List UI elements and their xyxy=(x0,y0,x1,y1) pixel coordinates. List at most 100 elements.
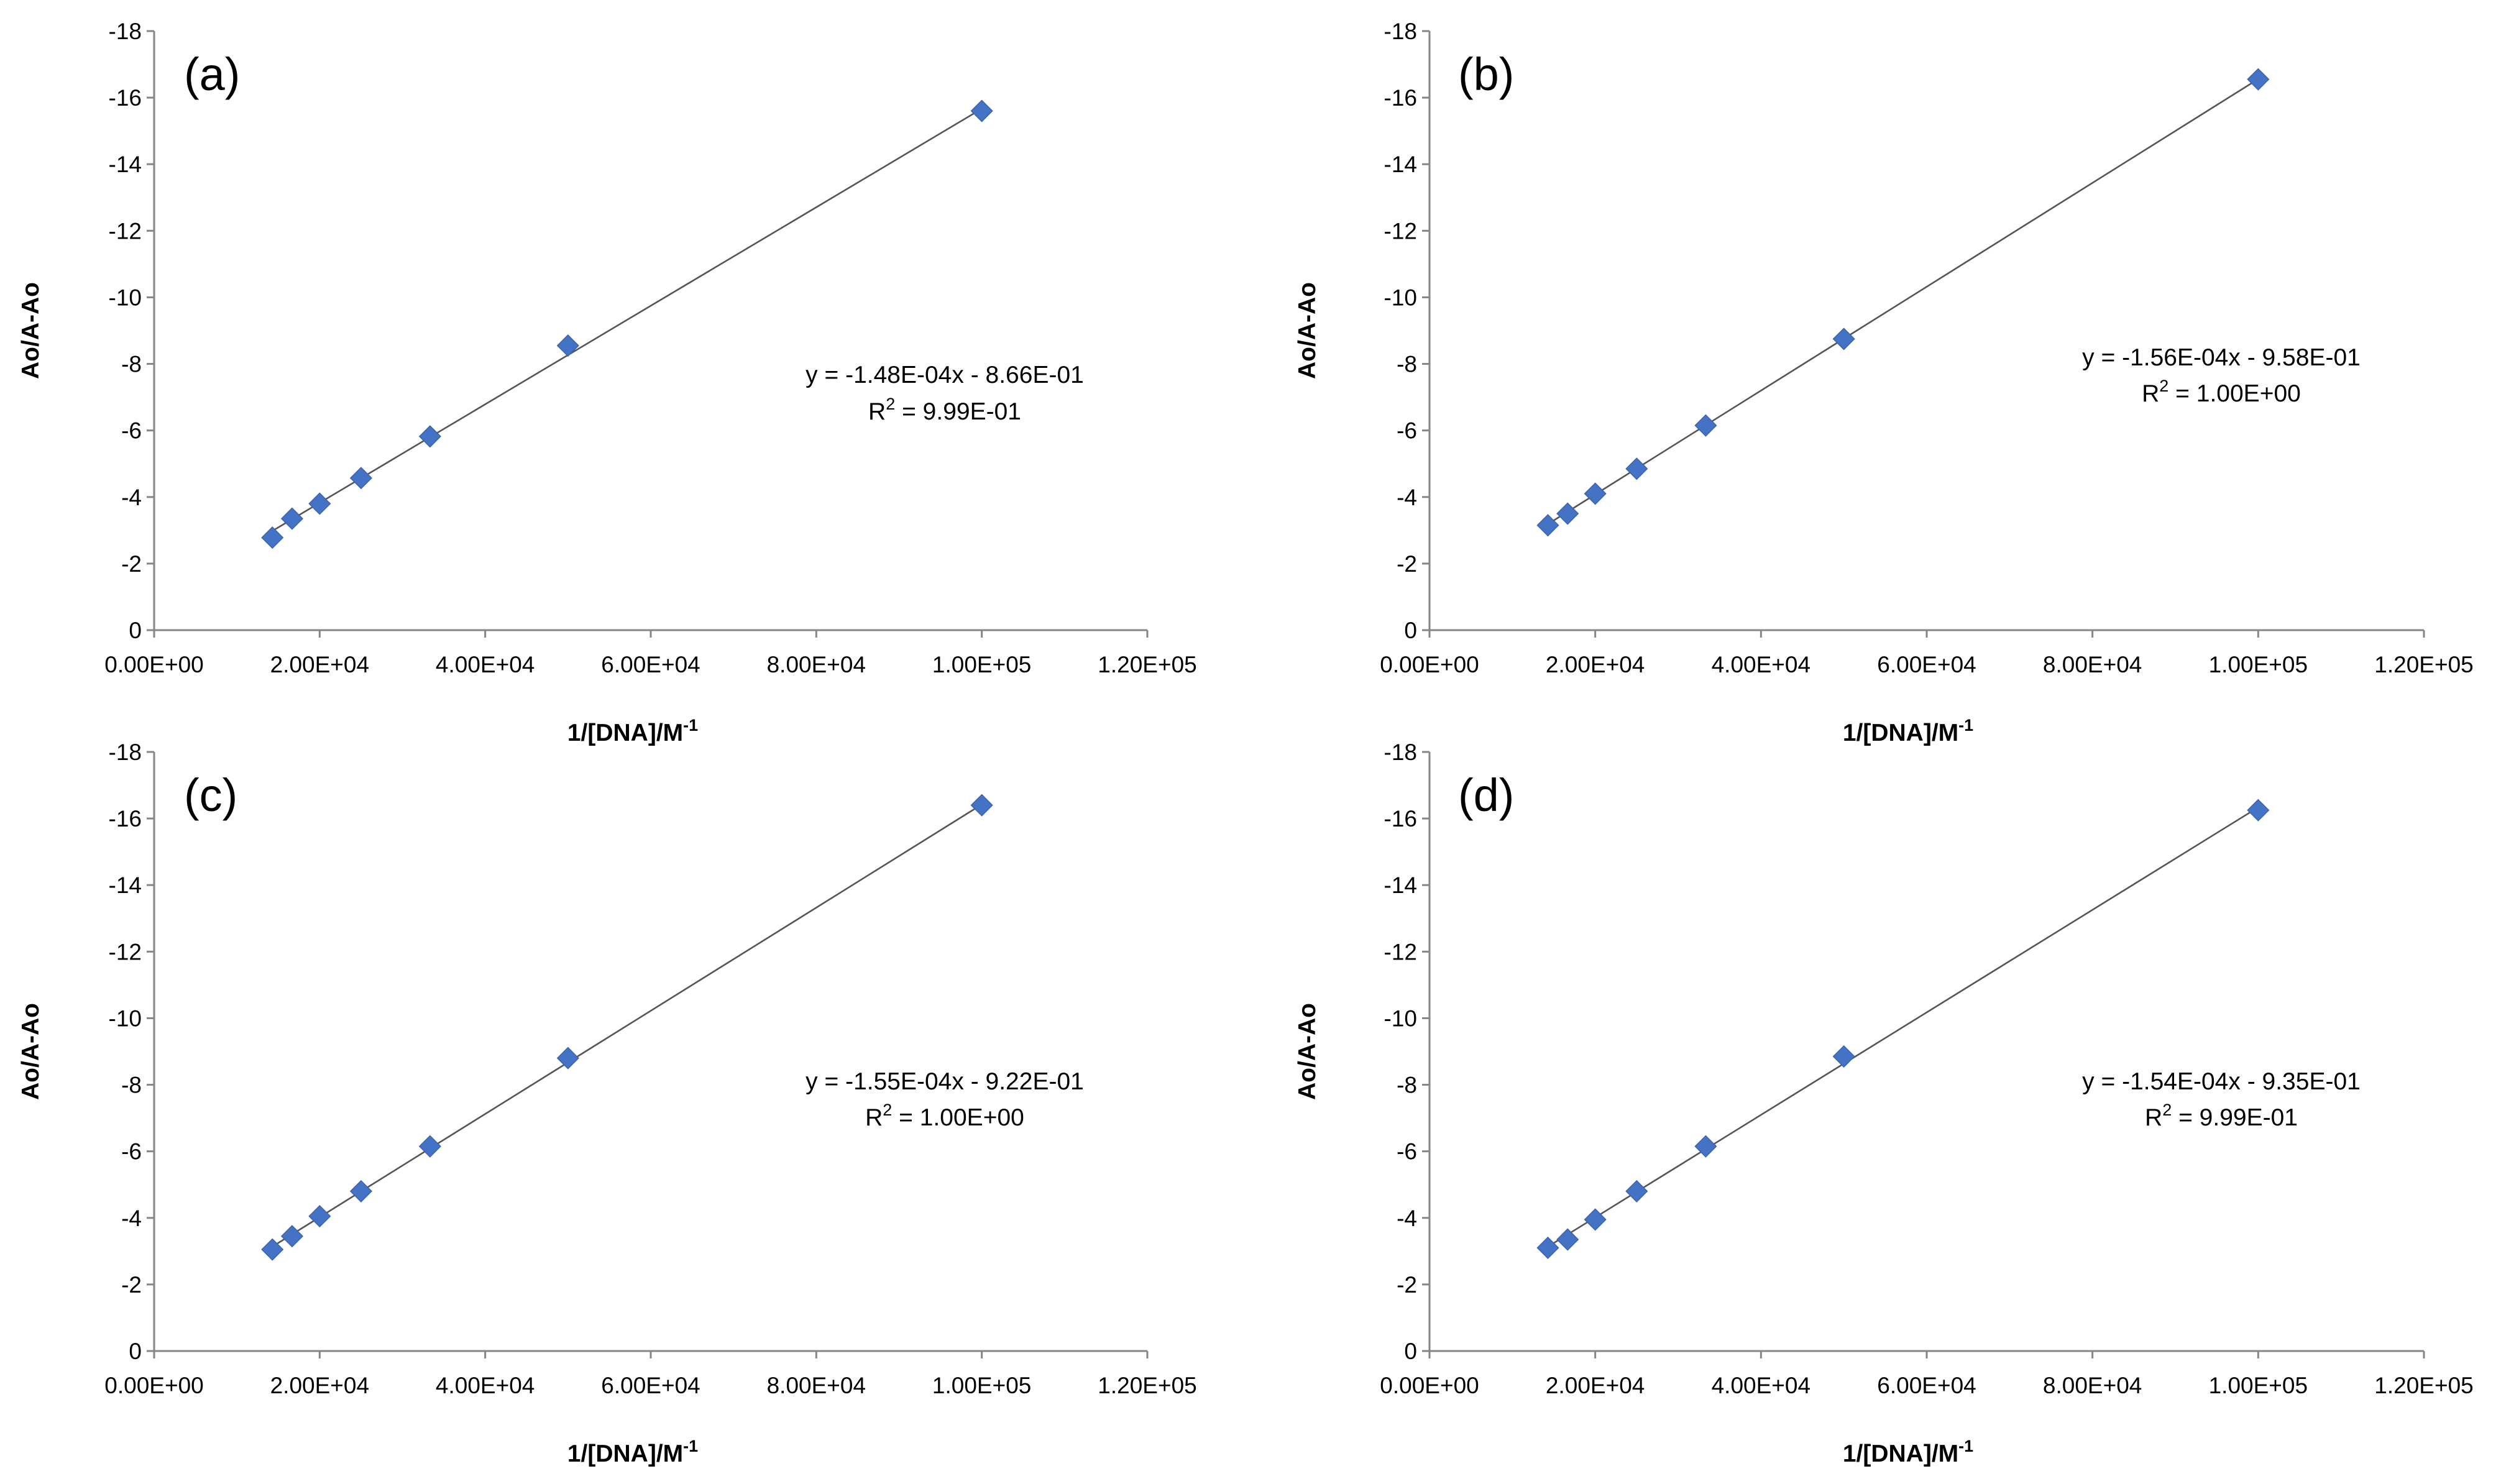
y-tick-label: -2 xyxy=(1397,1272,1417,1298)
y-tick-label: -12 xyxy=(109,218,142,244)
x-tick-label: 8.00E+04 xyxy=(2043,652,2142,677)
trendline xyxy=(272,804,983,1248)
y-tick-label: -6 xyxy=(1397,418,1417,444)
x-tick-label: 6.00E+04 xyxy=(601,1373,700,1398)
trendline-equation: y = -1.48E-04x - 8.66E-01 xyxy=(805,362,1084,388)
y-tick-label: -14 xyxy=(109,152,142,177)
r-squared-label: R2 = 9.99E-01 xyxy=(2145,1101,2298,1131)
y-tick-label: -14 xyxy=(1384,152,1417,177)
y-axis-title: Ao/A-Ao xyxy=(17,1003,44,1100)
x-tick-label: 8.00E+04 xyxy=(767,1373,866,1398)
y-tick-label: -4 xyxy=(1397,1206,1417,1231)
data-point xyxy=(2247,68,2270,91)
y-tick-label: -12 xyxy=(1384,939,1417,964)
y-tick-label: -10 xyxy=(1384,1005,1417,1031)
y-tick-label: -2 xyxy=(1397,551,1417,577)
x-axis-title: 1/[DNA]/M-1 xyxy=(1843,1437,1973,1467)
trendline-equation: y = -1.55E-04x - 9.22E-01 xyxy=(805,1068,1084,1095)
x-tick-label: 8.00E+04 xyxy=(2043,1373,2142,1398)
data-point xyxy=(349,1179,372,1202)
data-point xyxy=(1625,1179,1648,1202)
data-point xyxy=(556,334,579,357)
x-tick-label: 6.00E+04 xyxy=(1877,652,1976,677)
y-tick-label: -6 xyxy=(121,1139,142,1165)
data-point xyxy=(1694,414,1717,437)
y-tick-label: -12 xyxy=(109,939,142,964)
y-tick-label: -6 xyxy=(1397,1139,1417,1165)
chart-panel-2: 0 -2 -4 -6 -8 -10 -12 -14 -16 -18 0.00E+00 2.00E+04… xyxy=(1294,19,2474,746)
data-point xyxy=(418,1135,441,1158)
data-point xyxy=(1536,514,1559,537)
x-tick-label: 6.00E+04 xyxy=(1877,1373,1976,1398)
y-axis-title: Ao/A-Ao xyxy=(1294,282,1321,379)
x-tick-label: 2.00E+04 xyxy=(270,652,369,677)
panel-label: (b) xyxy=(1458,48,1514,100)
y-tick-label: -18 xyxy=(1384,740,1417,765)
y-tick-label: -10 xyxy=(1384,285,1417,310)
data-point xyxy=(308,492,331,515)
y-tick-label: -2 xyxy=(121,551,142,577)
x-tick-label: 1.00E+05 xyxy=(2209,652,2308,677)
trendline xyxy=(1547,78,2259,525)
trendline xyxy=(1547,807,2259,1248)
x-tick-label: 2.00E+04 xyxy=(1546,652,1645,677)
data-point xyxy=(1584,1208,1607,1231)
data-point xyxy=(418,425,441,448)
chart-panel-3: 0 -2 -4 -6 -8 -10 -12 -14 -16 -18 0.00E+00 2.00E+04… xyxy=(17,740,1197,1467)
x-tick-label: 4.00E+04 xyxy=(436,1373,535,1398)
y-tick-label: -16 xyxy=(109,85,142,111)
r-squared-label: R2 = 9.99E-01 xyxy=(868,395,1021,425)
x-tick-label: 2.00E+04 xyxy=(270,1373,369,1398)
panel-label: (c) xyxy=(184,769,237,821)
data-point xyxy=(261,1238,284,1261)
data-point xyxy=(1832,1045,1855,1068)
y-tick-label: -10 xyxy=(109,1005,142,1031)
trendline-equation: y = -1.56E-04x - 9.58E-01 xyxy=(2082,344,2361,371)
y-tick-label: -8 xyxy=(121,352,142,377)
x-tick-label: 1.20E+05 xyxy=(2374,1373,2473,1398)
y-tick-label: -18 xyxy=(109,19,142,44)
x-tick-label: 4.00E+04 xyxy=(1712,652,1810,677)
y-tick-label: -18 xyxy=(109,740,142,765)
data-point xyxy=(308,1205,331,1228)
x-tick-label: 1.00E+05 xyxy=(932,652,1031,677)
y-tick-label: -16 xyxy=(1384,85,1417,111)
y-tick-label: -10 xyxy=(109,285,142,310)
y-tick-label: -6 xyxy=(121,418,142,444)
data-point xyxy=(1625,457,1648,480)
y-tick-label: -4 xyxy=(1397,485,1417,510)
y-tick-label: -12 xyxy=(1384,218,1417,244)
data-point xyxy=(1694,1135,1717,1158)
panel-label: (a) xyxy=(184,48,240,100)
y-tick-label: 0 xyxy=(129,1339,142,1364)
y-tick-label: -4 xyxy=(121,1206,142,1231)
data-point xyxy=(1536,1236,1559,1260)
x-axis-title: 1/[DNA]/M-1 xyxy=(1843,716,1973,746)
data-point xyxy=(1556,502,1579,525)
x-tick-label: 2.00E+04 xyxy=(1546,1373,1645,1398)
y-tick-label: -8 xyxy=(1397,1073,1417,1098)
y-tick-label: -14 xyxy=(1384,873,1417,898)
x-tick-label: 1.00E+05 xyxy=(932,1373,1031,1398)
data-point xyxy=(556,1047,579,1069)
x-tick-label: 4.00E+04 xyxy=(436,652,535,677)
x-tick-label: 0.00E+00 xyxy=(1380,1373,1479,1398)
y-tick-label: -8 xyxy=(121,1073,142,1098)
chart-panel-4: 0 -2 -4 -6 -8 -10 -12 -14 -16 -18 0.00E+00 2.00E+04… xyxy=(1294,740,2474,1467)
data-point xyxy=(349,467,372,490)
y-tick-label: 0 xyxy=(1404,1339,1417,1364)
y-tick-label: -16 xyxy=(109,806,142,831)
data-point xyxy=(261,526,284,549)
data-point xyxy=(1584,482,1607,505)
x-axis-title: 1/[DNA]/M-1 xyxy=(567,716,698,746)
x-axis-title: 1/[DNA]/M-1 xyxy=(567,1437,698,1467)
y-tick-label: -14 xyxy=(109,873,142,898)
data-point xyxy=(280,1225,304,1248)
y-tick-label: -4 xyxy=(121,485,142,510)
y-tick-label: -16 xyxy=(1384,806,1417,831)
x-tick-label: 1.20E+05 xyxy=(1098,1373,1196,1398)
trendline xyxy=(272,108,983,532)
x-tick-label: 1.20E+05 xyxy=(2374,652,2473,677)
data-point xyxy=(970,99,993,122)
